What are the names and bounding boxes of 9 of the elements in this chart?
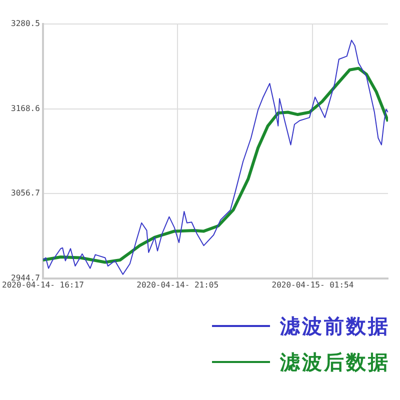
legend-label: 滤波前数据 xyxy=(280,312,390,340)
y-tick-label: 2944.7 xyxy=(11,273,40,282)
y-tick-label: 3168.6 xyxy=(11,104,40,113)
x-tick-label: 2020-04-14- 21:05 xyxy=(136,280,219,290)
x-tick-label: 2020-04-15- 01:54 xyxy=(272,280,354,290)
y-tick-label: 3056.7 xyxy=(11,188,40,198)
y-tick-label: 3280.5 xyxy=(11,19,40,28)
x-tick-label: 2020-04-14- 16:17 xyxy=(2,280,84,290)
legend-label: 滤波后数据 xyxy=(280,348,390,376)
